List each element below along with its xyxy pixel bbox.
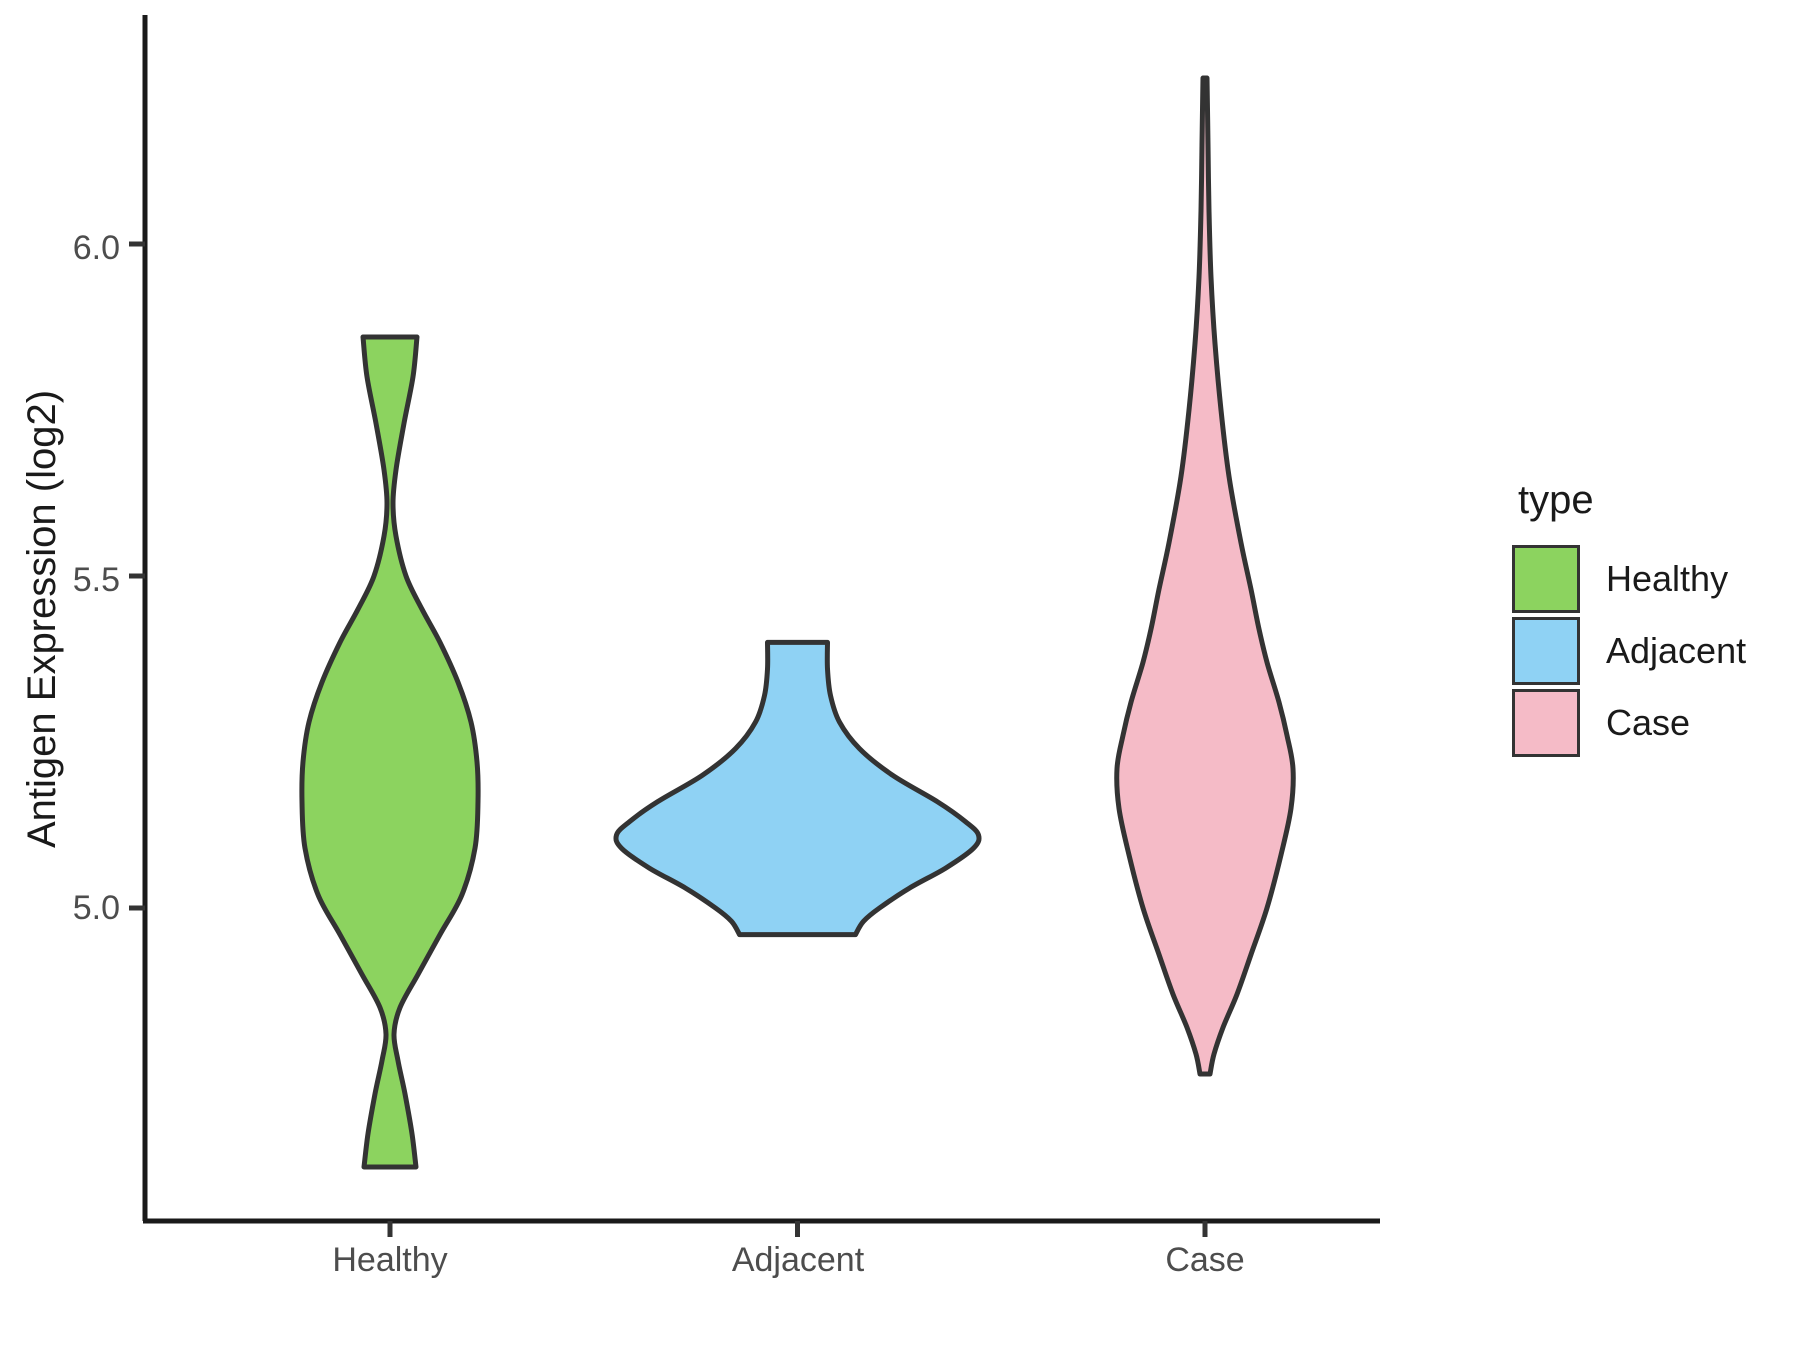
legend-item-adjacent: Adjacent [1512, 617, 1746, 685]
legend-label-healthy: Healthy [1606, 558, 1729, 599]
legend: type Healthy Adjacent Case [1512, 478, 1746, 761]
legend-item-case: Case [1512, 689, 1690, 757]
violin-adjacent [613, 639, 982, 938]
y-tick-label-5.0: 5.0 [72, 889, 120, 927]
y-tick-label-6.0: 6.0 [72, 229, 120, 267]
legend-item-healthy: Healthy [1512, 545, 1728, 613]
legend-title: type [1518, 478, 1594, 522]
legend-key-healthy [1512, 545, 1580, 613]
y-tick-label-5.5: 5.5 [72, 561, 120, 599]
legend-label-adjacent: Adjacent [1606, 630, 1747, 671]
legend-key-case [1512, 689, 1580, 757]
violin-case [1114, 75, 1296, 1077]
violin-healthy [299, 334, 481, 1170]
legend-label-case: Case [1606, 702, 1691, 743]
x-tick-label-adjacent: Adjacent [731, 1241, 865, 1279]
legend-key-adjacent [1512, 617, 1580, 685]
x-tick-label-case: Case [1165, 1241, 1245, 1279]
x-tick-label-healthy: Healthy [332, 1241, 448, 1279]
